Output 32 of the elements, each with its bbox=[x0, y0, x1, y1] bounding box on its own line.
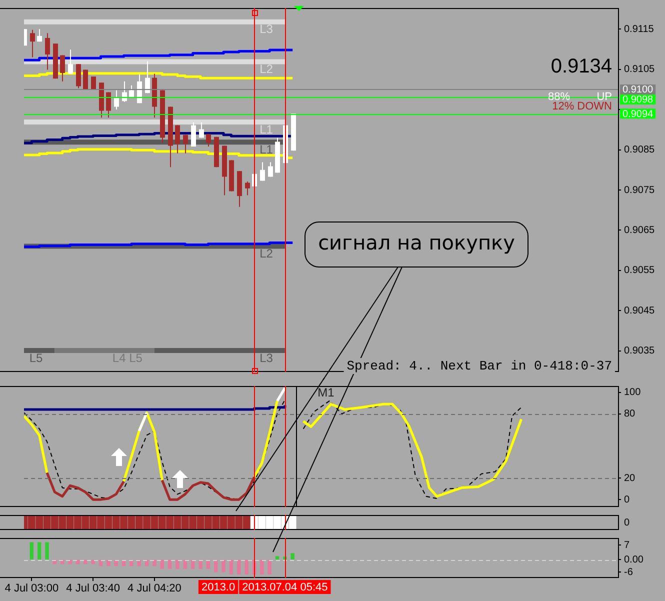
y-tick-label: -6 bbox=[624, 566, 634, 578]
series-label: L5 bbox=[29, 350, 44, 365]
annotation: Spread: 4.. Next Bar in 0-418:0-37 bbox=[346, 358, 612, 374]
y-tick-label: 0.9035 bbox=[624, 346, 656, 357]
annotation: 12% DOWN bbox=[552, 100, 612, 113]
ref-line-label: 2013.07.04 05:45 bbox=[242, 582, 328, 594]
y-tick-label: 0.9085 bbox=[624, 144, 656, 156]
ref-line-label: 0.9100 bbox=[622, 84, 654, 96]
x-tick-label: 4 Jul 04:20 bbox=[128, 582, 182, 595]
series-label: L2 bbox=[260, 246, 274, 261]
y-tick-label: 80 bbox=[624, 408, 636, 420]
y-tick-label: 0.9045 bbox=[624, 305, 656, 316]
y-tick-label: 7 bbox=[624, 540, 630, 551]
y-tick-label: 0.9065 bbox=[624, 224, 656, 236]
y-tick-label: 0 bbox=[624, 494, 630, 506]
ref-line-label: 0.9094 bbox=[622, 108, 654, 120]
y-tick-label: 0.9055 bbox=[624, 265, 656, 276]
y-tick-label: 0.9105 bbox=[624, 64, 656, 76]
y-tick-label: 0.00 bbox=[624, 554, 644, 566]
series-label: L3 bbox=[260, 350, 274, 365]
y-tick-label: 0.9115 bbox=[624, 24, 654, 35]
series-label: L1 bbox=[260, 142, 274, 156]
annotation: сигнал на покупку bbox=[318, 230, 516, 255]
y-tick-label: 0.9075 bbox=[624, 184, 656, 196]
ref-line-label: 0.9098 bbox=[622, 94, 654, 106]
ref-line-label: 2013.0 bbox=[201, 582, 236, 594]
y-tick-label: 20 bbox=[624, 472, 636, 484]
x-tick-label: 4 Jul 03:00 bbox=[4, 582, 59, 595]
ref-line-label: M1 bbox=[318, 385, 335, 400]
x-tick-label: 4 Jul 03:40 bbox=[66, 582, 120, 595]
y-tick-label: 100 bbox=[624, 387, 642, 398]
annotation: 0.9134 bbox=[550, 56, 612, 78]
